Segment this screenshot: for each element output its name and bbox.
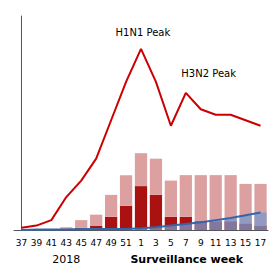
svg-text:41: 41 — [46, 238, 57, 248]
svg-text:7: 7 — [183, 238, 189, 248]
svg-text:5: 5 — [168, 238, 174, 248]
svg-text:15: 15 — [240, 238, 251, 248]
svg-text:1: 1 — [138, 238, 144, 248]
svg-text:11: 11 — [210, 238, 221, 248]
svg-text:45: 45 — [76, 238, 87, 248]
svg-text:Surveillance week: Surveillance week — [130, 253, 243, 266]
svg-text:2018: 2018 — [52, 253, 80, 266]
svg-text:47: 47 — [90, 238, 101, 248]
svg-text:51: 51 — [120, 238, 131, 248]
svg-text:H1N1 Peak: H1N1 Peak — [116, 27, 171, 38]
svg-text:43: 43 — [61, 238, 72, 248]
svg-text:49: 49 — [105, 238, 117, 248]
svg-text:37: 37 — [16, 238, 27, 248]
svg-text:17: 17 — [255, 238, 266, 248]
svg-text:3: 3 — [153, 238, 159, 248]
svg-text:39: 39 — [31, 238, 43, 248]
svg-text:H3N2 Peak: H3N2 Peak — [181, 68, 236, 79]
svg-text:9: 9 — [198, 238, 204, 248]
svg-text:13: 13 — [225, 238, 236, 248]
